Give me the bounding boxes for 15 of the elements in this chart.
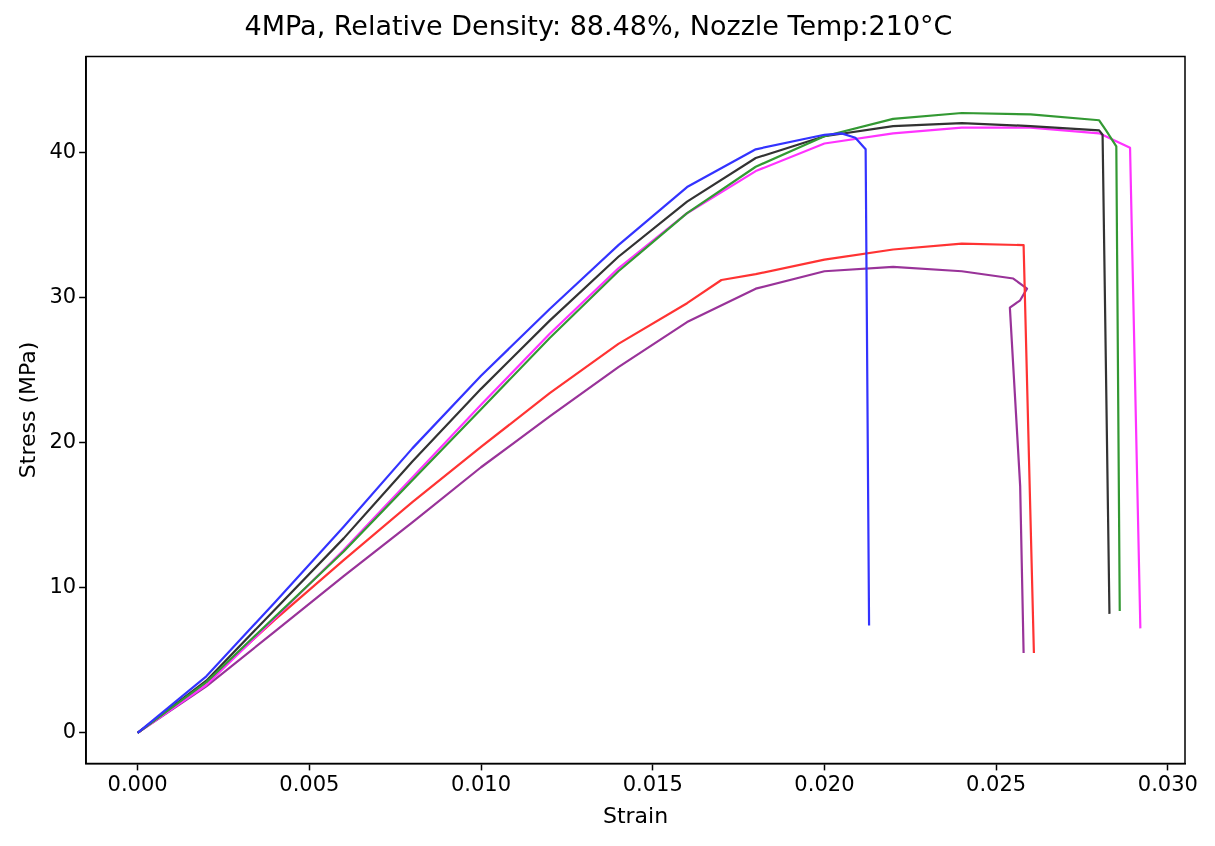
- x-tick-label: 0.015: [622, 772, 683, 797]
- x-axis-title: Strain: [602, 802, 669, 828]
- y-tick-label: 30: [49, 283, 77, 308]
- y-tick-label: 40: [49, 138, 77, 163]
- chart-title: 4MPa, Relative Density: 88.48%, Nozzle Temp:210°C: [244, 10, 953, 42]
- x-tick-label: 0.030: [1137, 772, 1198, 797]
- y-axis-title: Stress (MPa): [14, 341, 40, 479]
- x-tick-label: 0.005: [279, 772, 340, 797]
- y-tick-label: 20: [49, 429, 77, 454]
- x-tick-label: 0.025: [966, 772, 1027, 797]
- x-tick-label: 0.020: [794, 772, 855, 797]
- x-tick-label: 0.000: [107, 772, 168, 797]
- y-tick-label: 0: [62, 719, 77, 744]
- x-tick-label: 0.010: [450, 772, 512, 797]
- y-tick-label: 10: [49, 574, 77, 599]
